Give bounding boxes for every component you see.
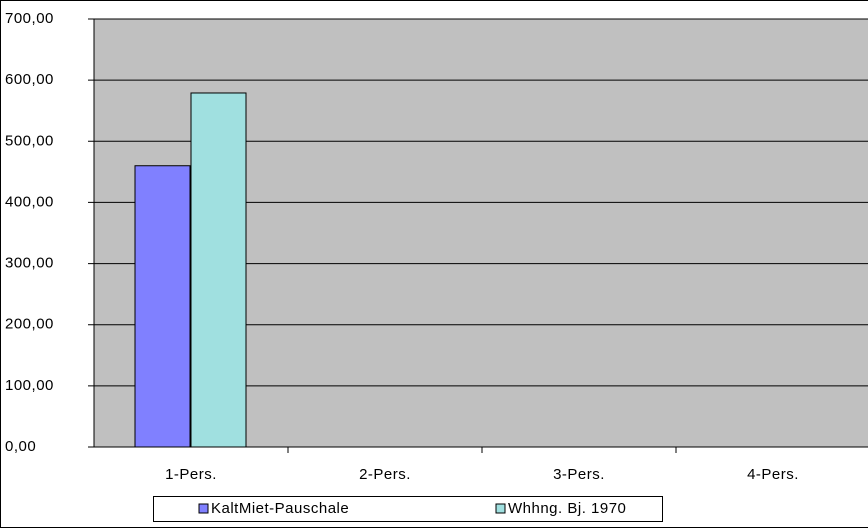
y-tick-label: 700,00 — [5, 10, 54, 27]
x-tick-label: 2-Pers. — [359, 466, 411, 483]
bar — [134, 165, 191, 448]
y-tick-label: 400,00 — [5, 193, 54, 210]
x-tick-label: 3-Pers. — [553, 466, 605, 483]
legend-label: KaltMiet-Pauschale — [211, 500, 349, 517]
x-tick-label: 4-Pers. — [747, 466, 799, 483]
y-tick-label: 0,00 — [5, 438, 36, 455]
y-tick-label: 300,00 — [5, 255, 54, 272]
y-tick-label: 500,00 — [5, 132, 54, 149]
y-tick-label: 200,00 — [5, 316, 54, 333]
legend-box — [153, 496, 663, 522]
legend-swatch — [198, 503, 209, 514]
y-tick-label: 600,00 — [5, 71, 54, 88]
legend-label: Whhng. Bj. 1970 — [508, 500, 626, 517]
bar — [190, 92, 247, 448]
x-tick-label: 1-Pers. — [165, 466, 217, 483]
legend-swatch — [495, 503, 506, 514]
y-tick-label: 100,00 — [5, 377, 54, 394]
